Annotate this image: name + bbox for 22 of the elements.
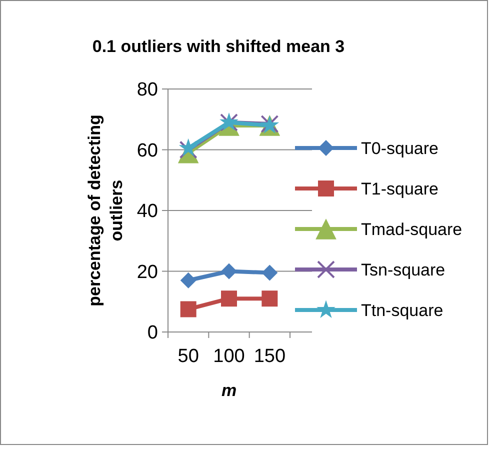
y-tick-label: 80 [136, 80, 158, 101]
y-tick-label: 20 [136, 262, 158, 283]
x-axis-title: m [221, 381, 237, 400]
point [262, 264, 278, 281]
x-tick-label: 150 [254, 346, 286, 367]
point [221, 263, 237, 280]
x-tick-label: 50 [178, 346, 199, 367]
point [180, 272, 196, 288]
point [180, 301, 196, 318]
x-tick-label: 100 [213, 346, 245, 367]
legend-label: Tsn-square [361, 260, 446, 280]
y-axis-title: percentage of detecting outliers [85, 114, 126, 306]
y-tick-label: 0 [147, 322, 158, 344]
y-tick-label: 60 [136, 140, 158, 162]
point [221, 290, 237, 307]
chart-title: 0.1 outliers with shifted mean 3 [92, 37, 345, 56]
point [262, 290, 278, 307]
y-tick-label: 40 [136, 201, 158, 222]
legend-label: T1-square [361, 179, 438, 198]
legend-label: Ttn-square [361, 300, 444, 320]
legend-label: T0-square [361, 138, 438, 158]
legend-label: Tmad-square [361, 220, 462, 239]
